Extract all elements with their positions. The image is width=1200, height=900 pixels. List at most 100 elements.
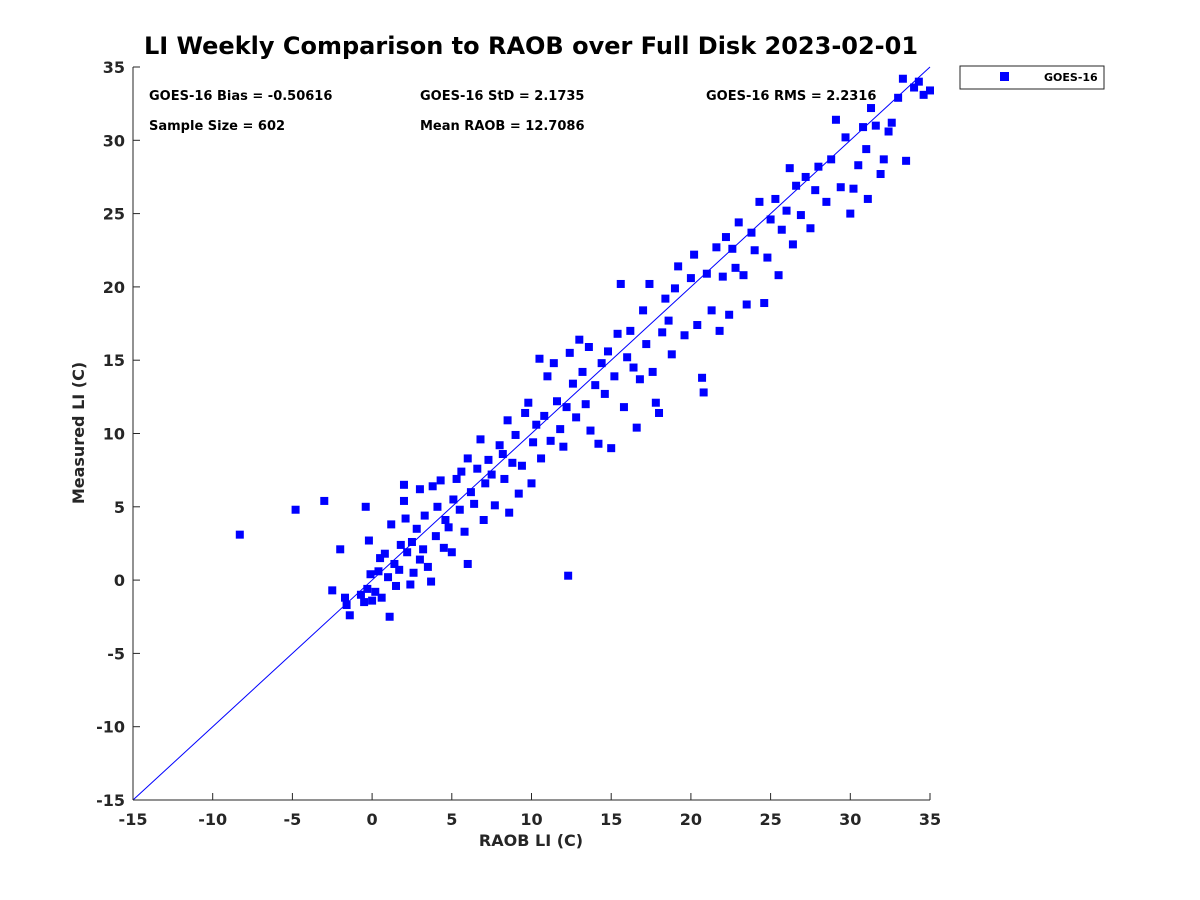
x-axis-label: RAOB LI (C) xyxy=(479,831,583,850)
scatter-point xyxy=(484,455,493,464)
scatter-point xyxy=(549,359,558,368)
scatter-point xyxy=(734,218,743,227)
scatter-point xyxy=(559,442,568,451)
scatter-point xyxy=(712,243,721,252)
scatter-point xyxy=(235,530,244,539)
scatter-point xyxy=(849,184,858,193)
scatter-point xyxy=(863,194,872,203)
scatter-point xyxy=(594,439,603,448)
scatter-point xyxy=(449,495,458,504)
one-to-one-line xyxy=(132,66,931,801)
stat-sample-size: Sample Size = 602 xyxy=(149,119,285,134)
scatter-point xyxy=(399,496,408,505)
scatter-point xyxy=(831,115,840,124)
scatter-point xyxy=(511,430,520,439)
scatter-point xyxy=(871,121,880,130)
scatter-point xyxy=(356,590,365,599)
scatter-point xyxy=(529,438,538,447)
scatter-point xyxy=(399,480,408,489)
scatter-point xyxy=(796,211,805,220)
scatter-point xyxy=(591,381,600,390)
x-tick-label: 15 xyxy=(600,810,622,829)
scatter-point xyxy=(428,482,437,491)
stats-annotations: GOES-16 Bias = -0.50616 GOES-16 StD = 2.… xyxy=(149,89,876,134)
scatter-point xyxy=(481,479,490,488)
scatter-point xyxy=(371,587,380,596)
scatter-point xyxy=(707,306,716,315)
x-tick-label: 25 xyxy=(759,810,781,829)
scatter-point xyxy=(415,485,424,494)
y-axis-label: Measured LI (C) xyxy=(69,362,88,504)
scatter-point xyxy=(914,77,923,86)
scatter-point xyxy=(403,548,412,557)
x-tick-label: -5 xyxy=(284,810,302,829)
scatter-point xyxy=(505,508,514,517)
scatter-point xyxy=(503,416,512,425)
scatter-point xyxy=(568,379,577,388)
scatter-point xyxy=(436,476,445,485)
scatter-point xyxy=(419,545,428,554)
stat-bias: GOES-16 Bias = -0.50616 xyxy=(149,89,332,104)
scatter-point xyxy=(565,348,574,357)
legend: GOES-16 xyxy=(959,65,1105,90)
scatter-point xyxy=(742,300,751,309)
scatter-point xyxy=(498,450,507,459)
scatter-point xyxy=(291,505,300,514)
scatter-point xyxy=(540,411,549,420)
scatter-point xyxy=(597,359,606,368)
scatter-point xyxy=(407,537,416,546)
scatter-point xyxy=(527,479,536,488)
scatter-point xyxy=(572,413,581,422)
scatter-point xyxy=(867,104,876,113)
scatter-point xyxy=(361,502,370,511)
scatter-point xyxy=(750,246,759,255)
scatter-point xyxy=(427,577,436,586)
scatter-point xyxy=(521,408,530,417)
scatter-point xyxy=(364,536,373,545)
y-tick-label: 5 xyxy=(114,498,125,517)
scatter-point xyxy=(543,372,552,381)
scatter-point xyxy=(774,271,783,280)
scatter-point xyxy=(651,398,660,407)
scatter-point xyxy=(500,474,509,483)
scatter-point xyxy=(376,554,385,563)
scatter-point xyxy=(801,172,810,181)
scatter-point xyxy=(385,612,394,621)
scatter-point xyxy=(562,403,571,412)
y-tick-label: 20 xyxy=(103,278,125,297)
y-tick-label: 0 xyxy=(114,571,125,590)
scatter-point xyxy=(473,464,482,473)
scatter-point xyxy=(487,470,496,479)
scatter-point xyxy=(806,224,815,233)
scatter-point xyxy=(517,461,526,470)
scatter-point xyxy=(902,156,911,165)
scatter-point xyxy=(763,253,772,262)
y-tick-label: -5 xyxy=(107,644,125,663)
scatter-point xyxy=(731,263,740,272)
scatter-point xyxy=(836,183,845,192)
scatter-point xyxy=(879,155,888,164)
scatter-point xyxy=(670,284,679,293)
scatter-point xyxy=(433,502,442,511)
scatter-point xyxy=(642,340,651,349)
scatter-point xyxy=(360,598,369,607)
scatter-point xyxy=(782,206,791,215)
scatter-point xyxy=(457,467,466,476)
scatter-point xyxy=(439,543,448,552)
scatter-point xyxy=(387,520,396,529)
scatter-point xyxy=(368,596,377,605)
scatter-point xyxy=(390,559,399,568)
scatter-point xyxy=(632,423,641,432)
scatter-point xyxy=(415,555,424,564)
scatter-point xyxy=(661,294,670,303)
x-tick-label: -10 xyxy=(198,810,227,829)
scatter-point xyxy=(581,400,590,409)
scatter-point xyxy=(377,593,386,602)
scatter-point xyxy=(537,454,546,463)
scatter-point xyxy=(556,425,565,434)
scatter-point xyxy=(715,326,724,335)
scatter-point xyxy=(846,209,855,218)
x-tick-label: 20 xyxy=(680,810,702,829)
scatter-point xyxy=(406,580,415,589)
